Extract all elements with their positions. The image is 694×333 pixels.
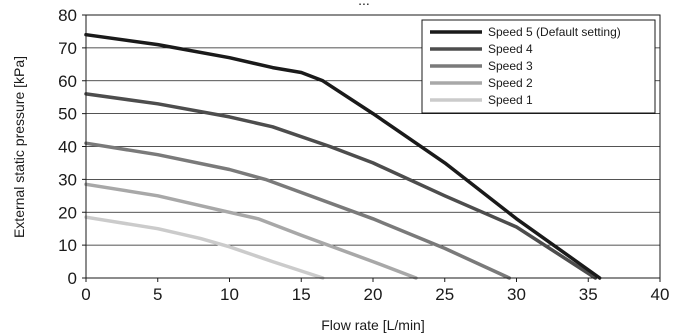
legend: Speed 5 (Default setting) Speed 4 Speed 3 S…	[421, 19, 656, 114]
series-layer	[84, 32, 602, 280]
series-line	[84, 92, 598, 280]
legend-label: Speed 3	[488, 59, 533, 73]
y-tick-label: 30	[58, 170, 77, 189]
y-tick-label: 20	[58, 203, 77, 222]
x-tick-label: 40	[651, 285, 670, 304]
x-tick-label: 20	[364, 285, 383, 304]
x-tick-label: 5	[153, 285, 162, 304]
y-tick-label: 60	[58, 72, 77, 91]
series-line	[84, 215, 325, 280]
x-axis: 0 5 10 15 20 25 30 35 40	[81, 278, 669, 304]
x-tick-label: 25	[435, 285, 454, 304]
y-tick-label: 50	[58, 105, 77, 124]
y-tick-label: 0	[68, 269, 77, 288]
legend-label: Speed 4	[488, 42, 533, 56]
x-tick-label: 10	[220, 285, 239, 304]
chart-title: ...	[358, 0, 370, 8]
y-axis: 0 10 20 30 40 50 60 70 80	[58, 6, 86, 288]
x-tick-label: 30	[507, 285, 526, 304]
y-tick-label: 70	[58, 39, 77, 58]
x-tick-label: 15	[292, 285, 311, 304]
legend-label: Speed 5 (Default setting)	[488, 25, 621, 39]
y-tick-label: 40	[58, 138, 77, 157]
y-tick-label: 80	[58, 6, 77, 25]
y-tick-label: 10	[58, 236, 77, 255]
legend-label: Speed 2	[488, 76, 533, 90]
series-line	[84, 32, 602, 280]
series-line	[84, 182, 418, 280]
x-axis-title: Flow rate [L/min]	[321, 317, 424, 333]
x-tick-label: 0	[81, 285, 90, 304]
x-tick-label: 35	[579, 285, 598, 304]
y-axis-title: External static pressure [kPa]	[11, 56, 27, 238]
series-line	[84, 141, 512, 280]
legend-label: Speed 1	[488, 93, 533, 107]
